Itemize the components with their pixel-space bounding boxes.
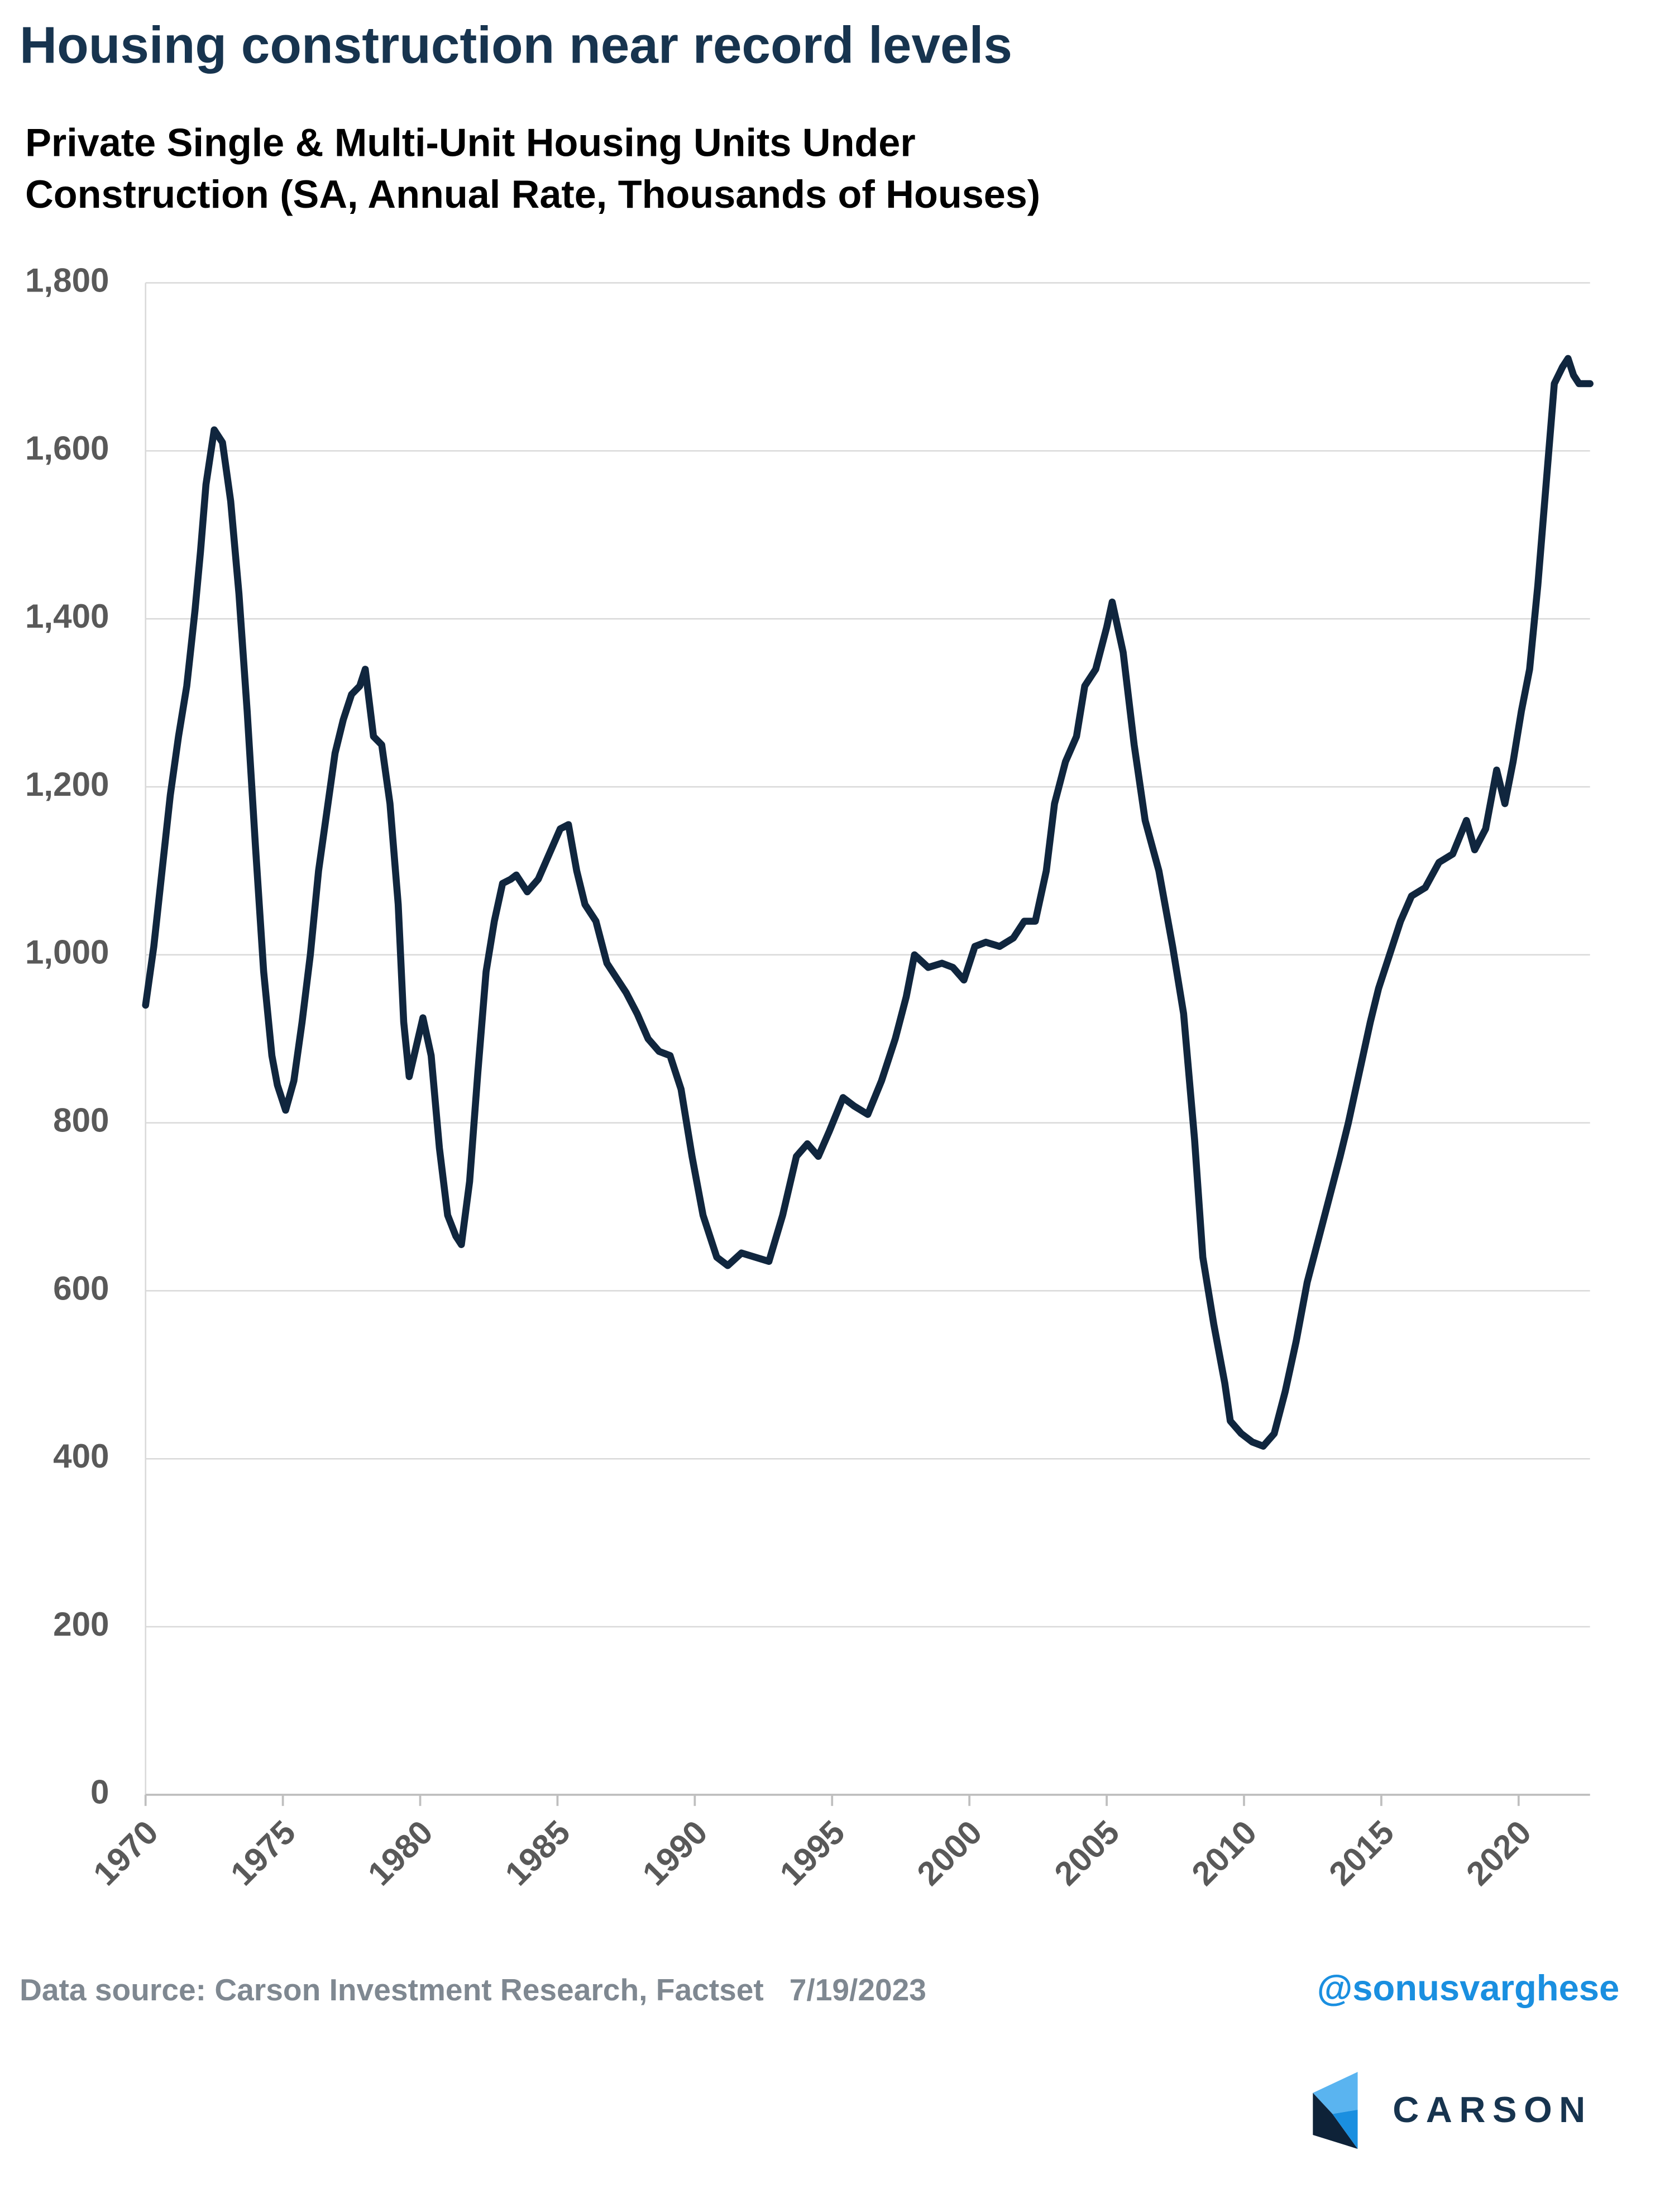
y-tick-label: 1,800 — [25, 261, 109, 299]
logo-shape — [1313, 2092, 1358, 2149]
y-tick-label: 600 — [53, 1269, 109, 1307]
x-tick-label: 2000 — [910, 1813, 989, 1893]
logo-shape — [1332, 2109, 1358, 2149]
chart-subtitle: Construction (SA, Annual Rate, Thousands… — [25, 172, 1040, 216]
source-note: Data source: Carson Investment Research,… — [20, 1972, 926, 2007]
x-tick-label: 2010 — [1184, 1813, 1264, 1893]
chart-subtitle: Private Single & Multi-Unit Housing Unit… — [25, 120, 916, 164]
x-tick-label: 1970 — [86, 1813, 165, 1893]
y-tick-label: 0 — [90, 1774, 109, 1811]
y-tick-label: 1,000 — [25, 934, 109, 971]
chart-title: Housing construction near record levels — [20, 16, 1012, 74]
x-tick-label: 1985 — [498, 1813, 577, 1893]
x-tick-label: 1995 — [773, 1813, 852, 1893]
brand-name: CARSON — [1393, 2089, 1592, 2130]
x-tick-label: 1990 — [635, 1813, 715, 1893]
brand-logo — [1313, 2072, 1358, 2149]
x-tick-label: 1980 — [361, 1813, 440, 1893]
x-tick-label: 2005 — [1047, 1813, 1127, 1893]
x-tick-label: 2020 — [1459, 1813, 1538, 1893]
y-tick-label: 400 — [53, 1437, 109, 1475]
plot-area: 0 200 400 600 800 1,000 1,200 1,400 1,600 1,800 19… — [25, 261, 1594, 1893]
x-tick-label: 1975 — [223, 1813, 303, 1893]
y-tick-label: 1,200 — [25, 766, 109, 803]
twitter-handle: @sonusvarghese — [1317, 1967, 1620, 2008]
y-tick-label: 200 — [53, 1606, 109, 1643]
x-tick-label: 2015 — [1322, 1813, 1401, 1893]
y-tick-label: 1,400 — [25, 598, 109, 635]
data-line — [142, 355, 1594, 1450]
y-tick-label: 1,600 — [25, 429, 109, 467]
y-tick-label: 800 — [53, 1101, 109, 1139]
logo-shape — [1313, 2072, 1358, 2114]
